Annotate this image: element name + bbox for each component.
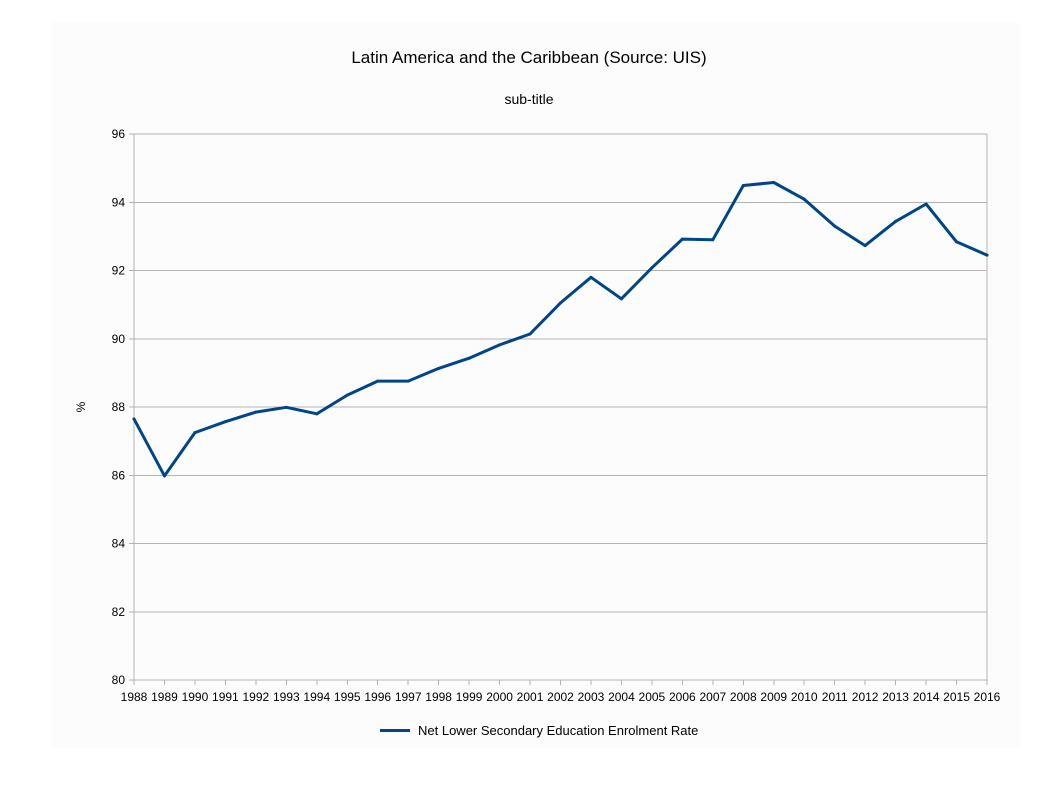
chart-background (52, 22, 1020, 748)
data-point (955, 240, 959, 244)
x-tick-label: 2001 (517, 690, 544, 704)
x-tick-label: 2010 (791, 690, 818, 704)
y-tick-label: 82 (112, 605, 126, 619)
data-point (345, 393, 349, 397)
data-point (498, 343, 502, 347)
x-tick-label: 2000 (486, 690, 513, 704)
y-tick-label: 84 (112, 537, 126, 551)
data-point (680, 237, 684, 241)
x-tick-label: 2011 (822, 690, 848, 704)
x-tick-label: 2015 (943, 690, 970, 704)
legend-label: Net Lower Secondary Education Enrolment … (418, 722, 699, 738)
x-tick-label: 1988 (121, 690, 148, 704)
data-point (741, 184, 745, 188)
data-point (376, 379, 380, 383)
x-tick-label: 2014 (913, 690, 940, 704)
x-tick-label: 1989 (151, 690, 178, 704)
x-tick-label: 2003 (578, 690, 605, 704)
x-tick-label: 2006 (669, 690, 696, 704)
data-point (528, 332, 532, 336)
x-tick-label: 2004 (608, 690, 635, 704)
data-point (193, 431, 197, 435)
data-point (162, 474, 166, 478)
data-point (406, 379, 410, 383)
x-tick-label: 1994 (303, 690, 330, 704)
x-tick-label: 2005 (639, 690, 666, 704)
data-point (619, 297, 623, 301)
data-point (802, 197, 806, 201)
x-tick-label: 2008 (730, 690, 757, 704)
x-tick-label: 1992 (243, 690, 270, 704)
y-tick-label: 96 (112, 127, 126, 141)
data-point (437, 366, 441, 370)
y-tick-label: 94 (112, 195, 126, 209)
data-point (284, 405, 288, 409)
data-point (772, 180, 776, 184)
data-point (863, 244, 867, 248)
x-tick-label: 1995 (334, 690, 361, 704)
data-point (559, 301, 562, 305)
x-tick-label: 1999 (456, 690, 483, 704)
x-tick-label: 1991 (212, 690, 239, 704)
x-tick-label: 2007 (699, 690, 726, 704)
data-point (833, 224, 837, 228)
x-tick-label: 1996 (364, 690, 391, 704)
y-tick-label: 86 (112, 468, 126, 482)
data-point (132, 417, 136, 421)
series-line (132, 181, 989, 478)
data-point (467, 356, 471, 360)
y-tick-label: 90 (112, 332, 126, 346)
data-point (254, 410, 258, 414)
data-point (924, 202, 928, 206)
legend-swatch (380, 728, 410, 732)
legend: Net Lower Secondary Education Enrolment … (380, 722, 698, 738)
chart-subtitle: sub-title (504, 91, 554, 107)
y-tick-label: 92 (112, 264, 126, 278)
y-tick-label: 80 (112, 673, 126, 687)
data-point (315, 412, 319, 416)
x-tick-label: 1993 (273, 690, 300, 704)
data-point (650, 266, 654, 270)
x-tick-label: 1997 (395, 690, 422, 704)
data-point (985, 253, 989, 257)
x-tick-label: 2009 (760, 690, 787, 704)
chart-title: Latin America and the Caribbean (Source:… (351, 48, 707, 67)
data-point (223, 420, 227, 424)
x-tick-label: 1998 (425, 690, 452, 704)
data-point (894, 219, 898, 223)
data-point (711, 238, 715, 242)
data-point (589, 275, 593, 279)
x-tick-label: 2013 (882, 690, 909, 704)
y-axis-label: % (74, 401, 88, 412)
x-tick-label: 2016 (974, 690, 1001, 704)
x-tick-label: 2012 (852, 690, 879, 704)
y-tick-label: 88 (112, 400, 126, 414)
x-tick-label: 2002 (547, 690, 574, 704)
x-tick-label: 1990 (182, 690, 209, 704)
